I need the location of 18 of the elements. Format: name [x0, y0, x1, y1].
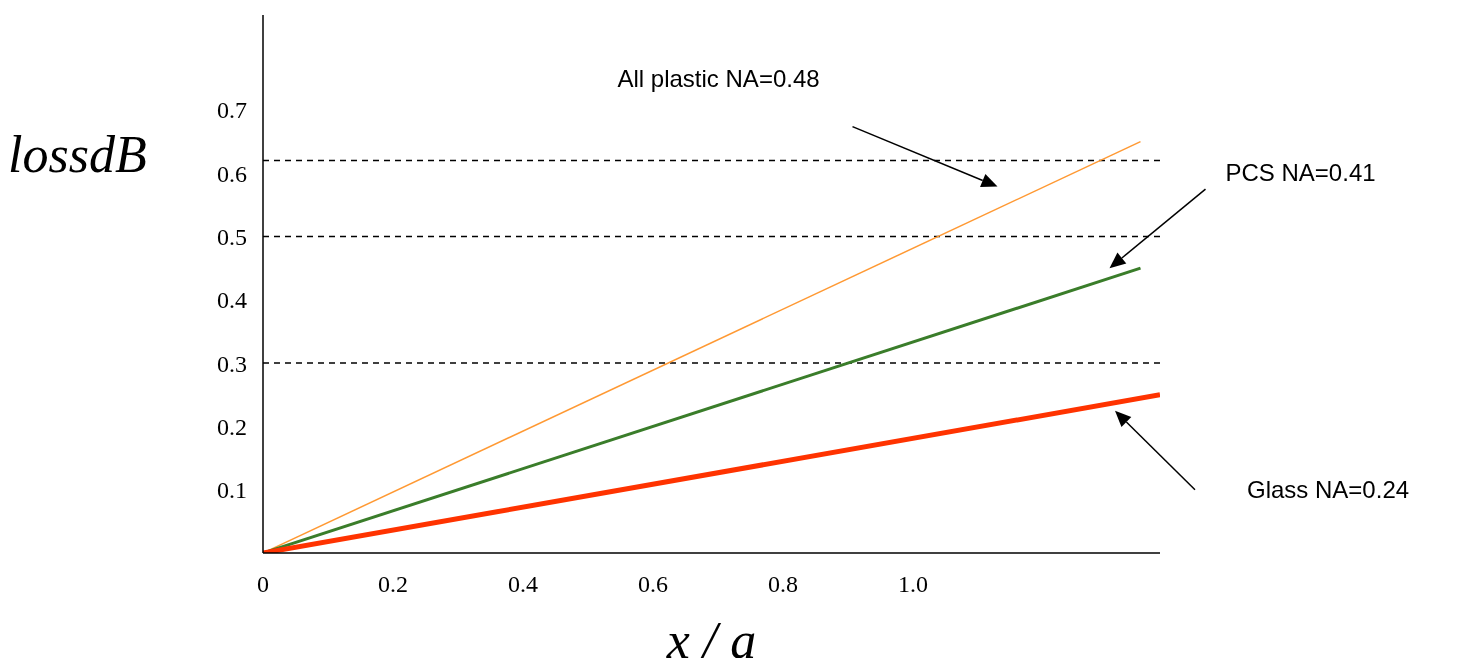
x-tick-label: 0.4 — [508, 571, 538, 598]
x-tick-label: 0 — [257, 571, 269, 598]
x-tick-label: 0.8 — [768, 571, 798, 598]
annotation: All plastic NA=0.48 — [617, 64, 820, 92]
x-axis-title: x / a — [665, 612, 757, 662]
y-tick-label: 0.5 — [217, 224, 247, 251]
x-tick-label: 0.2 — [378, 571, 408, 598]
y-tick-label: 0.4 — [217, 287, 247, 314]
y-tick-label: 0.2 — [217, 413, 247, 440]
x-tick-label: 0.6 — [638, 571, 668, 598]
y-tick-label: 0.3 — [217, 350, 247, 377]
x-tick-label: 1.0 — [898, 571, 928, 598]
y-tick-label: 0.6 — [217, 160, 247, 187]
y-axis-title: lossdB — [8, 126, 147, 184]
text: PCS NA=0.41 — [1225, 159, 1376, 187]
y-tick-label: 0.1 — [217, 477, 247, 504]
text: Glass NA=0.24 — [1247, 475, 1410, 503]
y-tick-label: 0.7 — [217, 97, 247, 124]
